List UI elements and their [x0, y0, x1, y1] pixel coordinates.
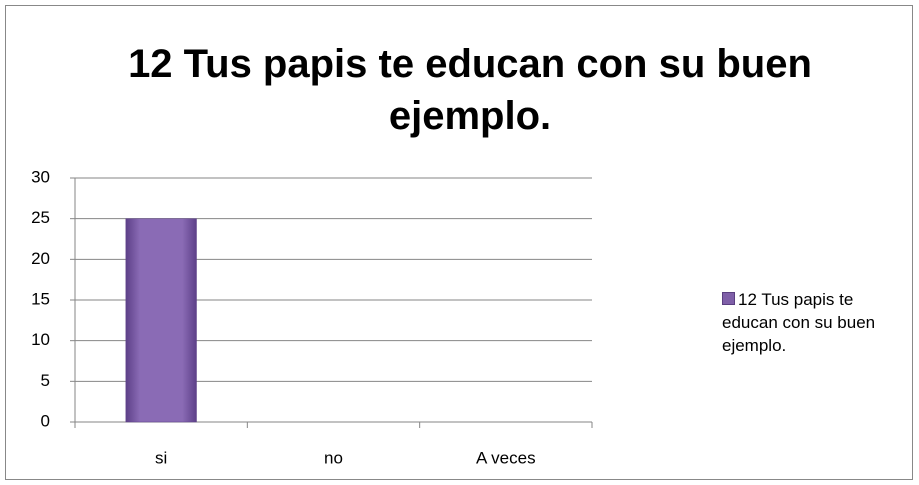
x-tick-label: no	[324, 448, 343, 467]
x-tick-label: A veces	[476, 448, 536, 467]
y-tick-label: 5	[41, 371, 50, 390]
chart-title: 12 Tus papis te educan con su buen ejemp…	[128, 42, 812, 138]
y-tick-label: 0	[41, 411, 50, 430]
bar	[125, 218, 197, 423]
y-tick-label: 10	[31, 330, 50, 349]
legend-label: 12 Tus papis te educan con su buen ejemp…	[722, 290, 876, 355]
legend: 12 Tus papis te educan con su buen ejemp…	[722, 288, 907, 357]
x-tick-label: si	[155, 448, 167, 467]
chart-border	[5, 5, 913, 480]
y-tick-label: 25	[31, 208, 50, 227]
y-tick-label: 30	[31, 167, 50, 186]
y-tick-label: 20	[31, 249, 50, 268]
y-tick-label: 15	[31, 289, 50, 308]
legend-swatch	[722, 292, 735, 305]
